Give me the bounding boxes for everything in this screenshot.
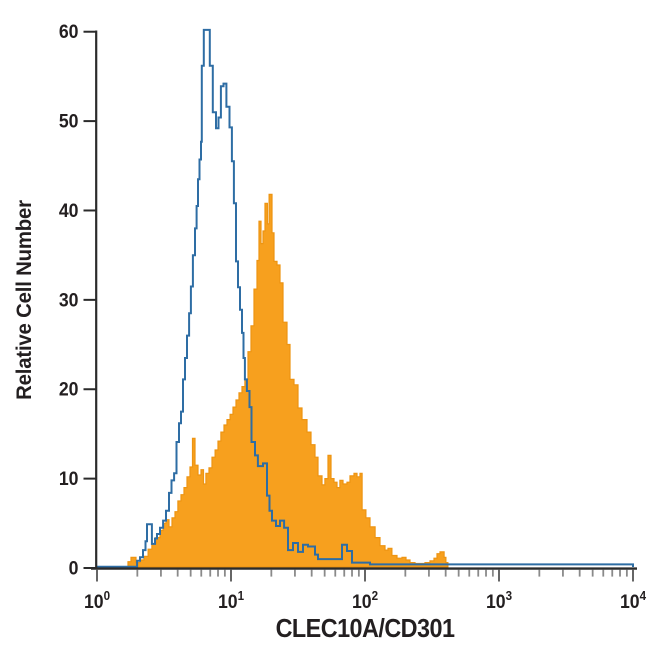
y-tick-label-40: 40 — [59, 199, 79, 221]
x-tick-label-10e1: 101 — [218, 589, 244, 613]
y-axis-tick-marks — [83, 30, 96, 569]
y-tick-label-50: 50 — [59, 110, 79, 132]
y-axis-title: Relative Cell Number — [13, 200, 36, 400]
x-tick-label-10e2: 102 — [352, 589, 378, 613]
open-histogram-control — [96, 28, 634, 568]
x-axis-major-ticks — [96, 569, 634, 582]
y-axis-tick-labels: 0 10 20 30 40 50 60 — [59, 21, 79, 579]
x-tick-label-10e3: 103 — [486, 589, 512, 613]
x-axis-tick-labels: 100 101 102 103 104 — [84, 589, 646, 613]
x-axis-minor-ticks — [136, 569, 628, 577]
x-tick-label-10e0: 100 — [84, 589, 110, 613]
y-tick-label-20: 20 — [59, 378, 79, 400]
x-tick-label-10e4: 104 — [620, 589, 646, 613]
y-tick-label-60: 60 — [59, 21, 79, 43]
y-tick-label-0: 0 — [69, 557, 79, 579]
filled-histogram-stained — [127, 193, 449, 568]
y-tick-label-10: 10 — [59, 467, 79, 489]
x-axis-title: CLEC10A/CD301 — [276, 615, 456, 643]
y-tick-label-30: 30 — [59, 289, 79, 311]
